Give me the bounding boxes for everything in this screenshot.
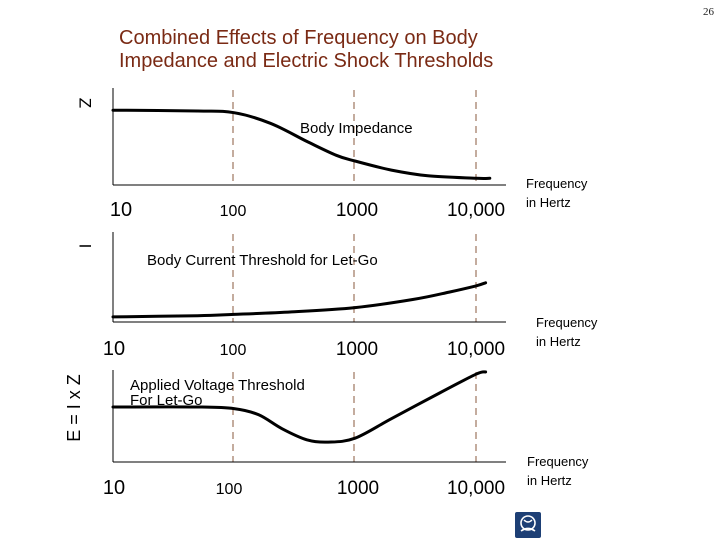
chart-1-series-line [111,108,492,180]
chart-3-tick-label-10: 10 [103,477,125,499]
title-line-1: Combined Effects of Frequency on Body [119,27,478,49]
chart-2-y-axis-label: I [76,244,95,249]
chart-1-tick-label-1000: 1000 [336,200,378,221]
slide-title: Combined Effects of Frequency on Body Im… [119,27,599,73]
chart-2-series-line [111,281,488,319]
chart-3-tick-label-10000: 10,000 [447,478,505,499]
chart-1-x-axis-title-line-1: Frequency [526,176,588,191]
title-line-2: Impedance and Electric Shock Thresholds [119,50,494,72]
chart-2-tick-label-10000: 10,000 [447,339,505,360]
chart-1-tick-label-100: 100 [220,203,247,220]
chart-1-x-axis-title-line-2: in Hertz [526,195,571,210]
logo-icon [515,512,541,538]
chart-2-tick-label-100: 100 [220,342,247,359]
chart-2-x-axis-title-line-2: in Hertz [536,334,581,349]
chart-1-tick-label-10: 10 [110,199,132,221]
chart-2-tick-label-1000: 1000 [336,339,378,360]
chart-2-curve-label: Body Current Threshold for Let-Go [147,252,378,269]
chart-3-tick-label-100: 100 [216,481,243,498]
chart-2-tick-label-10: 10 [103,338,125,360]
chart-3-series-line [111,370,488,444]
chart-2-x-axis-title-line-1: Frequency [536,315,598,330]
chart-3-y-axis-label: E = I x Z [64,374,84,442]
chart-3-curve-label-line-2: For Let-Go [130,392,203,409]
chart-1-curve-label: Body Impedance [300,120,413,137]
chart-3-curve-label-line-1: Applied Voltage Threshold [130,377,305,394]
chart-3-x-axis-title-line-1: Frequency [527,454,589,469]
chart-3-tick-label-1000: 1000 [337,478,379,499]
chart-1-tick-label-10000: 10,000 [447,200,505,221]
chart-1-y-axis-label: Z [76,98,95,108]
chart-3-x-axis-title-line-2: in Hertz [527,473,572,488]
page-number: 26 [703,6,714,18]
